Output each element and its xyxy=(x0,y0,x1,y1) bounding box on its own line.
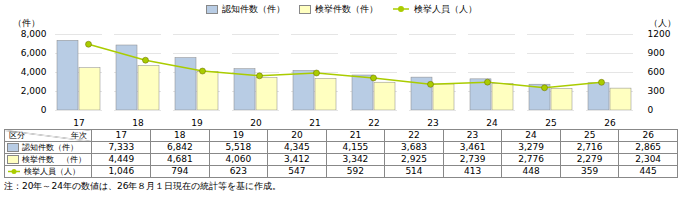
svg-text:26: 26 xyxy=(604,118,616,128)
html-text:検挙件数（件）: 検挙件数（件） xyxy=(314,3,378,14)
svg-text:0: 0 xyxy=(41,105,47,115)
svg-text:4,000: 4,000 xyxy=(21,67,47,77)
html-text:623: 623 xyxy=(229,166,247,176)
html-text:547: 547 xyxy=(288,166,306,176)
html-text:2,279: 2,279 xyxy=(576,154,603,164)
html-text:2,925: 2,925 xyxy=(401,154,427,164)
html-text:注：20年～24年の数値は、26年８月１日現在の統計等を基に: 注：20年～24年の数値は、26年８月１日現在の統計等を基に作成。 xyxy=(4,181,282,191)
html-text:7,333: 7,333 xyxy=(108,142,135,152)
svg-text:23: 23 xyxy=(427,118,438,128)
html-text:445: 445 xyxy=(639,166,657,176)
svg-text:600: 600 xyxy=(648,67,665,77)
svg-text:21: 21 xyxy=(309,118,320,128)
svg-text:17: 17 xyxy=(73,118,84,128)
html-text:25: 25 xyxy=(583,130,596,140)
svg-text:（件）: （件） xyxy=(13,18,40,28)
svg-text:22: 22 xyxy=(368,118,379,128)
svg-text:300: 300 xyxy=(648,86,665,96)
html-text:4,681: 4,681 xyxy=(166,154,193,164)
html-text:4,449: 4,449 xyxy=(108,154,135,164)
svg-text:900: 900 xyxy=(648,48,665,58)
html-text:2,776: 2,776 xyxy=(518,154,544,164)
svg-text:2,000: 2,000 xyxy=(21,86,47,96)
html-text:区分: 区分 xyxy=(9,131,25,140)
html-text:4,155: 4,155 xyxy=(342,142,369,152)
html-text:2,865: 2,865 xyxy=(635,142,662,152)
svg-text:24: 24 xyxy=(486,118,498,128)
html-text:認知件数（件）: 認知件数（件） xyxy=(221,3,285,14)
html-text:448: 448 xyxy=(522,166,540,176)
html-text:794: 794 xyxy=(171,166,189,176)
html-text:2,739: 2,739 xyxy=(459,154,486,164)
html-text:3,461: 3,461 xyxy=(459,142,486,152)
html-text:359: 359 xyxy=(581,166,599,176)
html-text:4,060: 4,060 xyxy=(225,154,252,164)
html-text:19: 19 xyxy=(232,130,245,140)
html-text:413: 413 xyxy=(463,166,482,176)
svg-text:1200: 1200 xyxy=(648,29,671,39)
svg-text:18: 18 xyxy=(132,118,144,128)
html-text:3,279: 3,279 xyxy=(518,142,544,152)
svg-text:25: 25 xyxy=(545,118,556,128)
html-text:検挙人員（人）: 検挙人員（人） xyxy=(24,167,80,176)
html-text:認知件数（件）: 認知件数（件） xyxy=(22,143,78,152)
html-text:26: 26 xyxy=(642,130,654,140)
html-text:3,683: 3,683 xyxy=(401,142,427,152)
html-text:1,046: 1,046 xyxy=(108,166,135,176)
html-text:5,518: 5,518 xyxy=(225,142,252,152)
html-text:514: 514 xyxy=(405,166,423,176)
html-text:年次: 年次 xyxy=(71,131,88,140)
svg-text:8,000: 8,000 xyxy=(21,29,47,39)
html-text:2,716: 2,716 xyxy=(576,142,603,152)
html-text:592: 592 xyxy=(346,166,364,176)
svg-text:（人）: （人） xyxy=(649,18,676,28)
html-text:3,412: 3,412 xyxy=(284,154,310,164)
html-text:検挙件数 （件）: 検挙件数 （件） xyxy=(22,155,86,164)
html-text:23: 23 xyxy=(466,130,479,140)
html-text:21: 21 xyxy=(349,130,362,140)
html-text:18: 18 xyxy=(174,130,186,140)
html-text:24: 24 xyxy=(525,130,537,140)
svg-text:6,000: 6,000 xyxy=(21,48,47,58)
svg-text:0: 0 xyxy=(648,105,654,115)
svg-text:19: 19 xyxy=(191,118,203,128)
html-text:6,842: 6,842 xyxy=(166,142,193,152)
html-text:22: 22 xyxy=(408,130,420,140)
html-text:3,342: 3,342 xyxy=(342,154,369,164)
html-text:4,345: 4,345 xyxy=(284,142,310,152)
svg-text:20: 20 xyxy=(250,118,262,128)
html-text:検挙人員（人）: 検挙人員（人） xyxy=(413,3,477,14)
html-text:20: 20 xyxy=(291,130,303,140)
html-text:17: 17 xyxy=(115,130,127,140)
html-text:2,304: 2,304 xyxy=(635,154,662,164)
